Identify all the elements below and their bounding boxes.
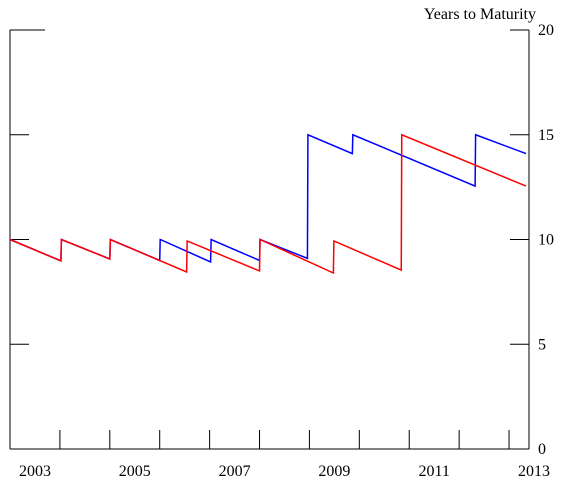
- x-tick-label: 2003: [19, 463, 51, 480]
- x-tick-label: 2007: [219, 463, 251, 480]
- x-tick-label: 2011: [418, 463, 449, 480]
- y-tick-label: 0: [538, 441, 546, 458]
- axis-label: Years to Maturity: [424, 6, 536, 23]
- x-tick-label: 2013: [518, 463, 550, 480]
- y-tick-label: 15: [538, 127, 554, 144]
- y-tick-label: 5: [538, 336, 546, 353]
- y-tick-label: 20: [538, 22, 554, 39]
- y-tick-label: 10: [538, 232, 554, 249]
- x-tick-label: 2005: [119, 463, 151, 480]
- series-line: [9, 133, 527, 275]
- x-tick-label: 2009: [318, 463, 350, 480]
